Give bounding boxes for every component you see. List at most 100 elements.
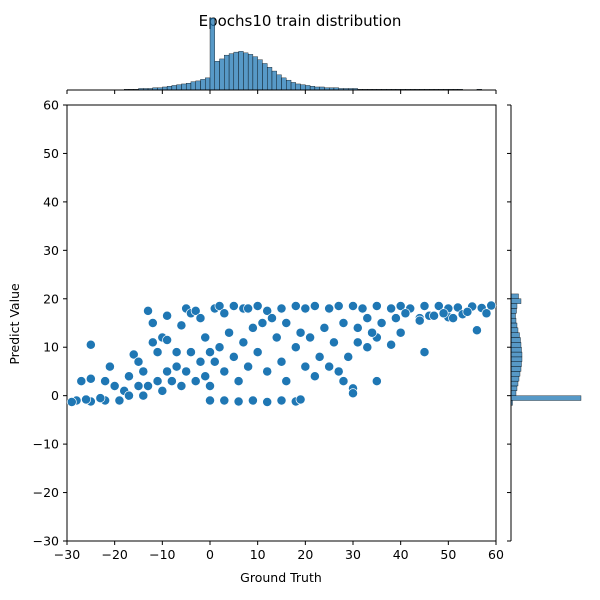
scatter-point — [195, 313, 206, 324]
scatter-point — [162, 310, 173, 321]
scatter-point — [419, 347, 430, 358]
y-tick-label: 10 — [43, 340, 59, 355]
right-histogram-bar — [510, 347, 522, 353]
scatter-point — [152, 376, 163, 387]
scatter-point — [281, 376, 292, 387]
right-histogram-bar — [510, 376, 520, 382]
top-histogram-bar — [219, 58, 225, 91]
right-histogram-bar — [510, 308, 517, 314]
y-tick-label: 40 — [43, 194, 59, 209]
x-tick-label: 60 — [488, 547, 504, 562]
scatter-point — [429, 310, 439, 321]
scatter-point — [300, 303, 311, 314]
scatter-point — [414, 315, 425, 326]
scatter-point — [176, 381, 187, 391]
x-axis-label: Ground Truth — [240, 570, 322, 585]
x-tick-label: 40 — [393, 547, 409, 562]
top-histogram-bar — [181, 83, 187, 91]
scatter-point — [348, 301, 358, 311]
scatter-point — [233, 376, 244, 387]
scatter-point — [228, 351, 239, 362]
y-tick-label: −30 — [33, 534, 59, 549]
x-tick-label: −10 — [149, 547, 175, 562]
top-histogram-bar — [238, 51, 244, 91]
right-histogram-bar — [510, 371, 521, 377]
right-histogram-bar — [510, 395, 582, 401]
scatter-point — [295, 394, 306, 405]
scatter-point — [448, 313, 459, 324]
y-tick-label: 20 — [43, 291, 59, 306]
top-histogram-bar — [300, 84, 306, 91]
top-marginal-histogram — [66, 17, 497, 94]
y-tick-label: 0 — [51, 388, 59, 403]
scatter-point — [200, 332, 211, 343]
scatter-point — [343, 351, 354, 362]
x-axis-ticks: −30 −20 −10 0 10 20 30 40 50 60 — [54, 541, 504, 562]
top-histogram-bar — [200, 79, 206, 91]
x-tick-label: 30 — [345, 547, 361, 562]
scatter-point — [185, 347, 196, 358]
scatter-point — [262, 366, 273, 377]
scatter-point — [262, 397, 273, 407]
scatter-point — [162, 335, 173, 345]
scatter-point — [400, 308, 411, 319]
scatter-point — [324, 303, 335, 314]
scatter-point — [276, 356, 287, 367]
scatter-point — [147, 318, 158, 328]
scatter-point — [309, 301, 320, 311]
scatter-point — [104, 361, 115, 372]
scatter-point — [133, 381, 144, 391]
scatter-point — [114, 395, 125, 406]
right-histogram-bar — [510, 366, 522, 372]
scatter-point — [471, 325, 482, 336]
top-histogram-bar — [281, 77, 287, 91]
scatter-point — [95, 393, 106, 404]
scatter-point — [395, 301, 406, 311]
scatter-point — [128, 349, 139, 360]
right-histogram-bar — [510, 298, 522, 304]
scatter-point — [143, 305, 153, 316]
top-histogram-bar — [309, 86, 316, 91]
scatter-point — [157, 385, 168, 396]
scatter-point — [243, 303, 254, 314]
scatter-point — [205, 347, 215, 358]
top-histogram-bar — [295, 83, 301, 91]
scatter-point — [238, 337, 249, 348]
scatter-point — [462, 306, 473, 317]
scatter-point — [252, 301, 263, 311]
scatter-point — [162, 366, 173, 377]
scatter-point — [209, 356, 220, 367]
scatter-point — [333, 301, 344, 311]
scatter-point — [290, 301, 301, 311]
scatter-point — [362, 313, 373, 324]
right-histogram-bar — [510, 322, 518, 329]
right-histogram-bar — [510, 293, 519, 299]
x-tick-label: −30 — [54, 547, 80, 562]
x-tick-label: −20 — [101, 547, 127, 562]
scatter-point — [367, 327, 378, 338]
scatter-point — [333, 366, 344, 377]
scatter-point — [85, 339, 96, 350]
scatter-point — [314, 351, 325, 362]
top-histogram-bar — [224, 54, 230, 91]
scatter-point — [371, 301, 382, 311]
scatter-point — [395, 327, 406, 338]
right-histogram-bar — [510, 313, 516, 319]
right-histogram-bar — [510, 327, 519, 333]
right-histogram-bar — [510, 332, 520, 338]
scatter-point — [352, 337, 363, 348]
scatter-point — [66, 397, 77, 407]
scatter-point — [300, 361, 311, 372]
right-histogram-bar — [510, 337, 521, 343]
scatter-point — [276, 303, 287, 314]
top-histogram-bar — [176, 84, 182, 91]
scatter-point — [438, 308, 449, 319]
scatter-point — [147, 337, 158, 348]
top-histogram-bar — [205, 77, 211, 91]
top-histogram-bar — [271, 70, 277, 91]
right-histogram-bar — [510, 317, 517, 324]
top-histogram-bar — [286, 79, 292, 91]
scatter-point — [138, 366, 149, 377]
scatter-point — [324, 361, 335, 372]
scatter-point — [133, 356, 144, 367]
